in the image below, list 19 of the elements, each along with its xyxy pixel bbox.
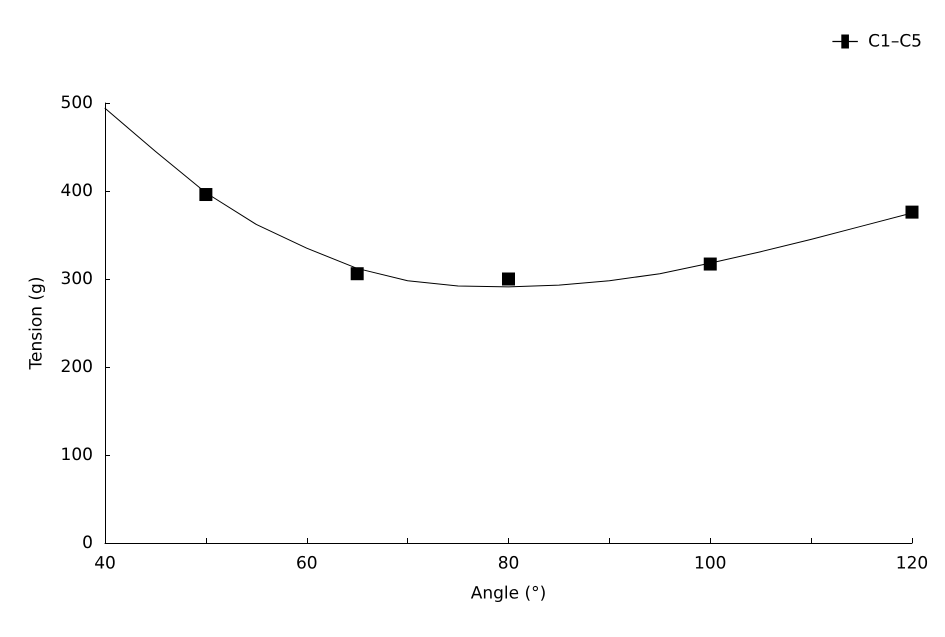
x-tick-label: 40 [94,554,116,574]
y-tick-label: 100 [60,445,93,465]
point [502,272,515,286]
y-tick-label: 0 [82,533,93,553]
point [906,206,918,219]
y-axis-title: Tension (g) [26,276,46,370]
y-tick-label: 300 [60,269,93,289]
y-tick-label: 500 [60,93,93,113]
point [199,188,212,202]
x-tick-label: 80 [498,554,520,574]
y-tick-label: 400 [60,181,93,201]
y-tick-label: 200 [60,357,93,377]
x-tick-label: 120 [896,554,928,574]
x-tick-label: 60 [296,554,318,574]
x-axis-title: Angle (°) [470,584,546,604]
x-tick-label: 100 [694,554,726,574]
point [350,267,364,280]
point [704,258,717,271]
legend-label: C1–C5 [868,32,922,52]
